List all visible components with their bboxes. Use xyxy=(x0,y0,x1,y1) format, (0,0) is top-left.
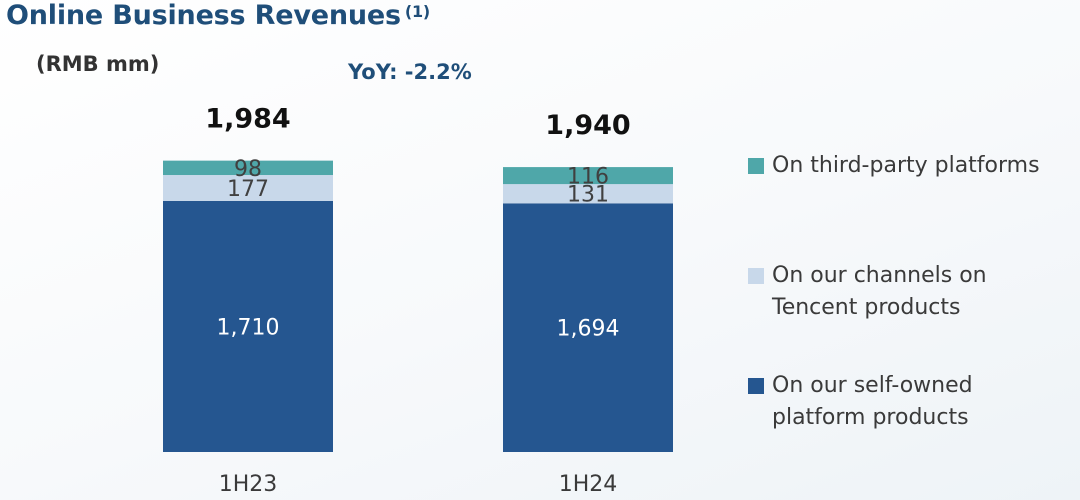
bar-1h23-on-our-channels-on-tencent-products xyxy=(163,175,333,201)
legend-item-self-owned: On our self-owned platform products xyxy=(748,370,1072,434)
legend-label-tencent-channels: On our channels on Tencent products xyxy=(772,263,987,320)
value-label-1h24-on-our-channels-on-tencent-products: 131 xyxy=(567,183,609,208)
value-label-1h23-on-our-self-owned-platform-products: 1,710 xyxy=(217,316,280,341)
legend-item-tencent-channels: On our channels on Tencent products xyxy=(748,260,1072,324)
total-label-1h23: 1,984 xyxy=(205,104,290,135)
bar-1h24-on-our-self-owned-platform-products xyxy=(503,203,673,452)
value-label-1h23-on-third-party-platforms: 98 xyxy=(234,157,262,182)
title-footnote-marker: (1) xyxy=(404,2,431,21)
chart-title: Online Business Revenues (1) xyxy=(6,0,430,31)
value-label-1h23-on-our-channels-on-tencent-products: 177 xyxy=(227,177,269,202)
bar-1h24-on-our-channels-on-tencent-products xyxy=(503,184,673,204)
legend-label-third-party: On third-party platforms xyxy=(772,153,1040,178)
legend-label-self-owned: On our self-owned platform products xyxy=(772,373,973,430)
bar-1h23-on-our-self-owned-platform-products xyxy=(163,201,333,452)
legend-swatch-third-party xyxy=(748,158,764,174)
unit-label: (RMB mm) xyxy=(36,52,160,76)
chart-title-text: Online Business Revenues xyxy=(6,0,401,31)
bar-1h24-on-third-party-platforms xyxy=(503,167,673,185)
legend-swatch-self-owned xyxy=(748,378,764,394)
total-label-1h24: 1,940 xyxy=(545,110,630,141)
value-label-1h24-on-our-self-owned-platform-products: 1,694 xyxy=(557,317,620,342)
category-label-1h23: 1H23 xyxy=(219,472,278,497)
value-label-1h24-on-third-party-platforms: 116 xyxy=(567,165,609,190)
bar-1h23-on-third-party-platforms xyxy=(163,160,333,176)
yoy-label: YoY: -2.2% xyxy=(348,60,472,84)
category-label-1h24: 1H24 xyxy=(559,472,618,497)
legend-swatch-tencent-channels xyxy=(748,268,764,284)
legend-item-third-party: On third-party platforms xyxy=(748,150,1072,182)
